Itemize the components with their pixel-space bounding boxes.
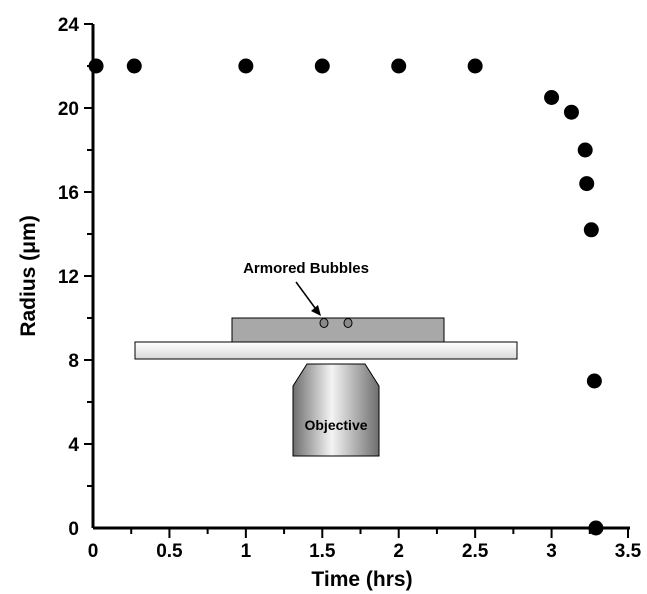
y-axis-ticks: 0 4 8 12 16 20 24 [58,15,93,540]
glass-slide [134,341,518,360]
data-point [583,222,599,238]
coverslip [231,317,445,343]
data-point [88,58,104,74]
x-tick-label: 2.5 [462,541,489,562]
annotation-arrowhead [311,305,321,316]
y-axis-title: Radius (μm) [17,215,40,336]
x-tick-label: 1 [241,541,252,562]
y-tick-label: 0 [68,519,79,540]
data-point [467,58,483,74]
data-point [126,58,142,74]
data-point [577,142,593,158]
x-axis-title: Time (hrs) [311,568,412,591]
data-point [588,520,604,536]
data-point [544,90,560,105]
data-point [391,58,407,74]
y-tick-label: 24 [58,15,80,36]
data-point [314,58,330,74]
bubble-left [319,318,329,328]
x-tick-label: 0.5 [156,541,183,562]
x-tick-label: 2 [393,541,404,562]
data-point [586,373,602,389]
y-tick-label: 8 [68,351,79,372]
data-point [563,104,579,120]
y-tick-label: 16 [58,183,79,204]
x-tick-label: 0 [88,541,99,562]
x-tick-label: 1.5 [309,541,336,562]
inset-schematic: Armored Bubbles Objective [134,260,518,457]
x-tick-label: 3 [546,541,557,562]
y-tick-label: 20 [58,99,79,120]
x-axis-ticks: 0 0.5 1 1.5 2 2.5 3 3.5 [88,528,642,562]
objective-label: Objective [304,417,367,433]
data-point [238,58,254,74]
objective-lens [292,363,380,457]
data-points [88,58,604,536]
x-tick-label: 3.5 [615,541,642,562]
annotation-arrow [295,281,319,313]
data-point [579,176,595,192]
annotation-label: Armored Bubbles [243,260,369,277]
y-tick-label: 4 [68,435,79,456]
bubble-right [343,318,353,328]
y-tick-label: 12 [58,267,79,288]
